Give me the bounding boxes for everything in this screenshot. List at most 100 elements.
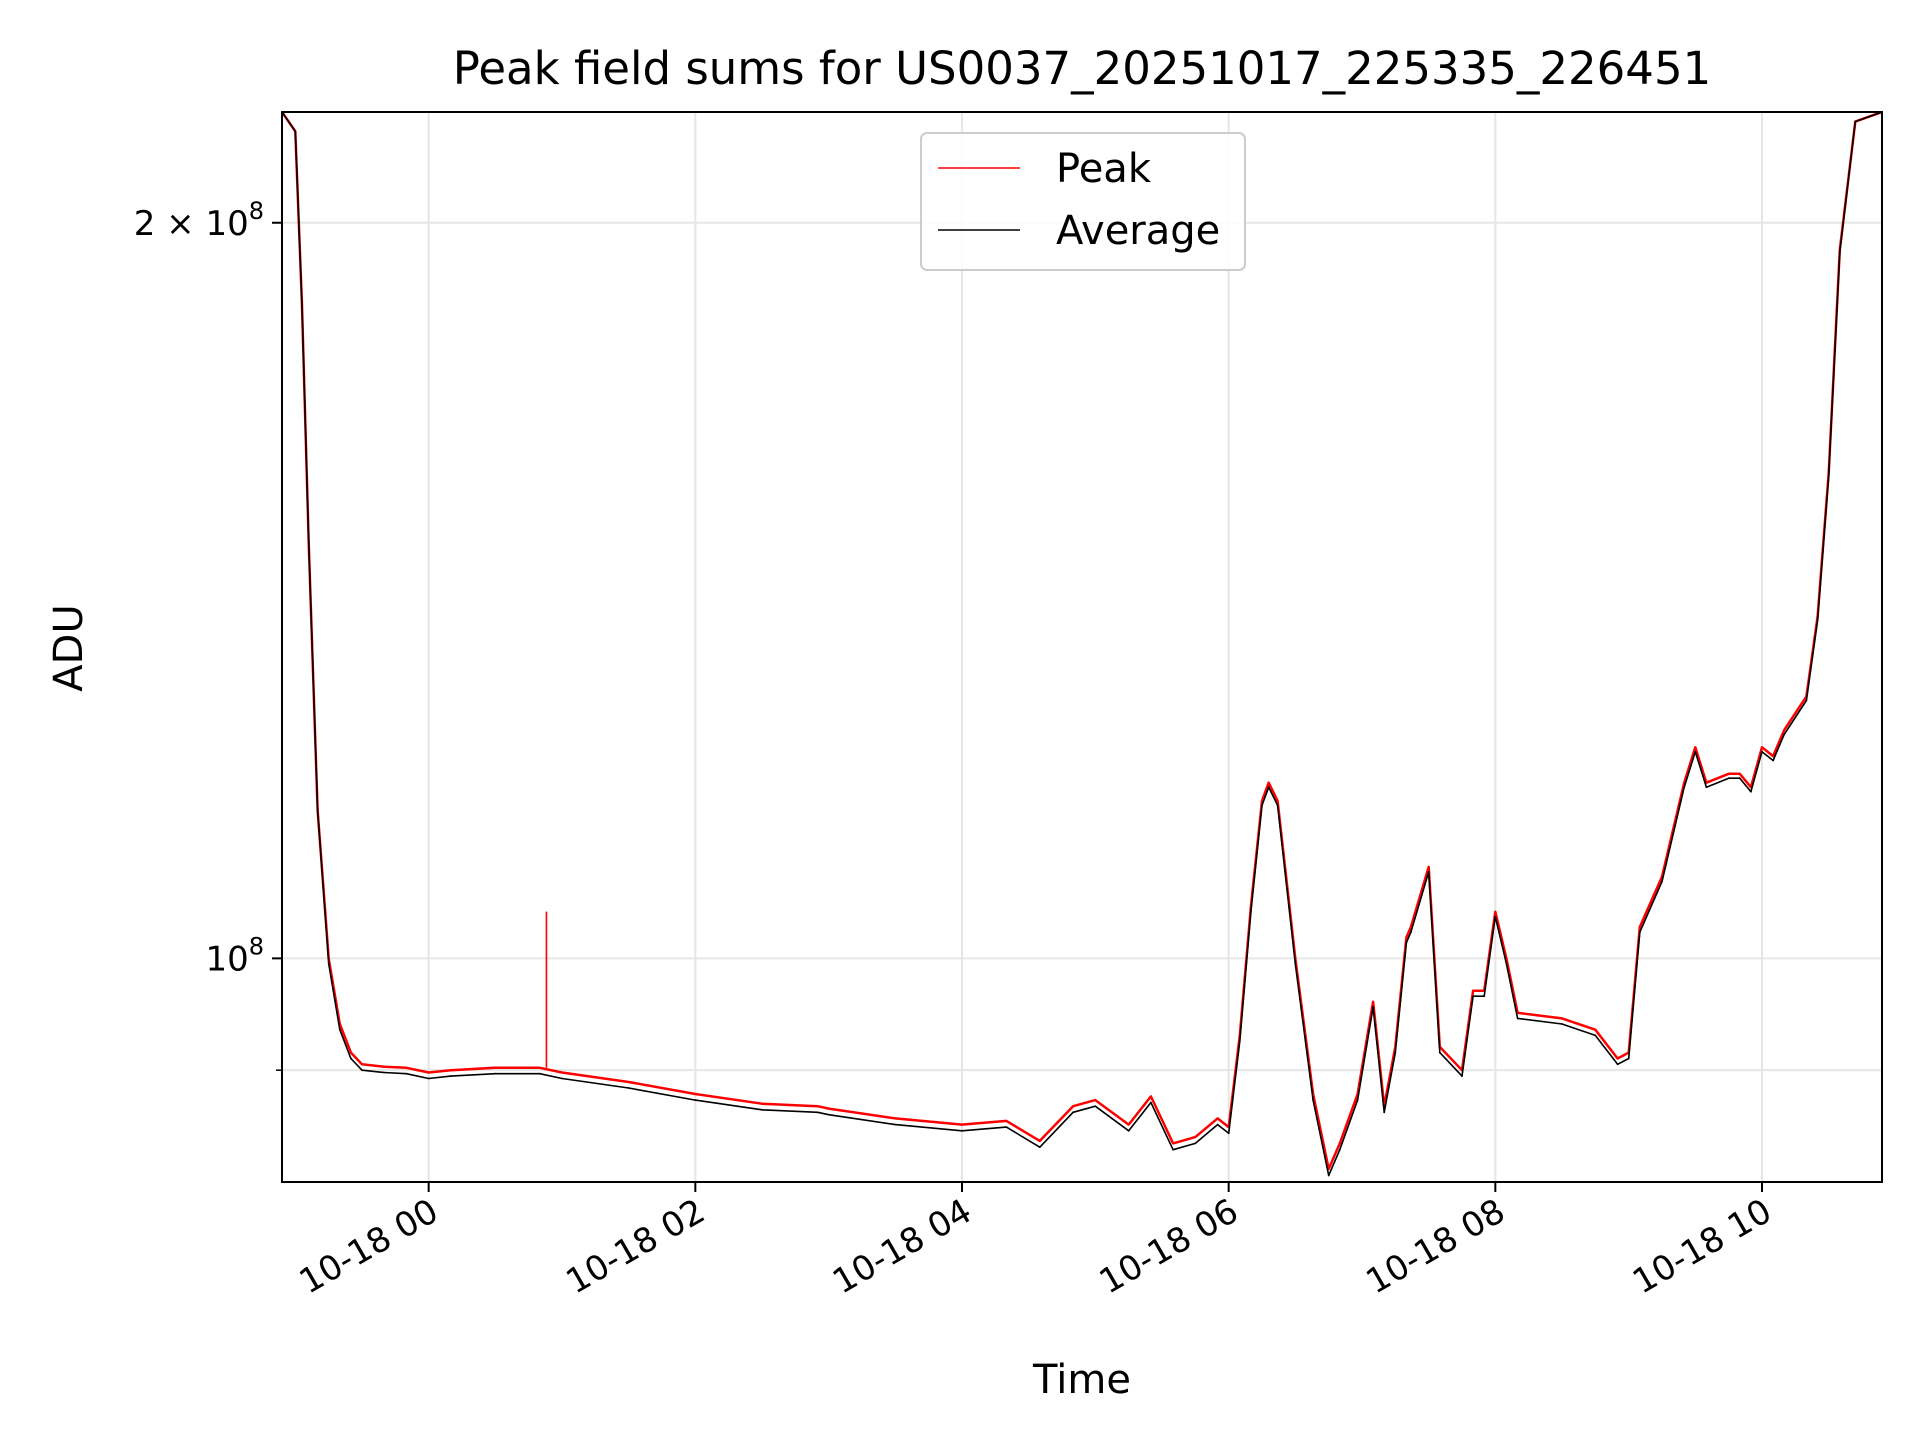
data-point-peak xyxy=(450,1069,452,1072)
x-tick-label: 10-18 00 xyxy=(293,1191,445,1302)
data-point-average xyxy=(1172,1148,1174,1151)
data-point-average xyxy=(327,962,330,965)
data-point-average xyxy=(1438,1051,1441,1054)
data-point-peak xyxy=(894,1117,897,1120)
data-point-average xyxy=(961,1129,963,1132)
data-point-peak xyxy=(383,1065,386,1068)
data-point-peak xyxy=(1005,1120,1008,1122)
data-point-average xyxy=(1594,1034,1597,1037)
data-point-average xyxy=(1827,475,1830,478)
data-point-peak xyxy=(1072,1105,1074,1108)
data-point-peak xyxy=(1172,1142,1174,1145)
data-point-average xyxy=(1705,786,1708,789)
y-axis-label: ADU xyxy=(46,604,92,691)
data-point-average xyxy=(1661,880,1663,883)
data-point-peak xyxy=(1727,772,1730,775)
data-point-average xyxy=(1683,786,1686,789)
x-axis-ticks: 10-18 00 10-18 02 10-18 04 10-18 06 10-18 08… xyxy=(293,1182,1779,1302)
data-point-average xyxy=(1750,790,1752,793)
y-tick-label: 2 × 108 xyxy=(134,197,264,244)
data-point-peak xyxy=(694,1093,697,1095)
x-axis-label: Time xyxy=(1032,1357,1131,1403)
data-point-average xyxy=(1805,699,1808,702)
y-tick-label: 108 xyxy=(205,932,264,979)
data-point-peak xyxy=(1094,1099,1097,1101)
data-point-average xyxy=(316,809,319,811)
data-point-average xyxy=(1150,1101,1152,1104)
data-point-average xyxy=(1483,995,1486,998)
data-point-average xyxy=(1267,786,1270,789)
data-point-peak xyxy=(1338,1142,1341,1145)
data-point-average xyxy=(1216,1123,1219,1126)
data-point-peak xyxy=(627,1081,630,1083)
y-tick-label-base: 10 xyxy=(205,939,248,979)
data-point-peak xyxy=(538,1066,541,1069)
data-point-average xyxy=(827,1113,830,1116)
data-point-average xyxy=(1372,1006,1374,1009)
data-point-peak xyxy=(1427,866,1430,868)
data-point-peak xyxy=(1410,926,1412,928)
data-point-average xyxy=(1094,1105,1097,1108)
data-point-average xyxy=(338,1028,341,1031)
data-point-average xyxy=(538,1072,541,1075)
data-point-average xyxy=(1238,1040,1241,1042)
data-point-average xyxy=(1250,910,1252,913)
data-point-peak xyxy=(1494,910,1497,913)
data-point-average xyxy=(1338,1148,1341,1151)
data-point-peak xyxy=(1150,1095,1152,1098)
data-point-average xyxy=(1854,120,1857,123)
data-point-average xyxy=(561,1077,563,1080)
data-point-average xyxy=(894,1123,897,1126)
data-point-average xyxy=(301,304,303,307)
data-point-peak xyxy=(827,1107,830,1110)
data-point-peak xyxy=(761,1102,763,1105)
data-point-average xyxy=(307,541,310,544)
data-point-peak xyxy=(361,1063,363,1066)
data-point-peak xyxy=(1038,1140,1041,1142)
data-point-peak xyxy=(350,1051,352,1054)
data-point-peak xyxy=(1372,1000,1374,1003)
data-point-peak xyxy=(1261,800,1263,802)
data-point-average xyxy=(1772,759,1774,762)
data-point-average xyxy=(1227,1132,1230,1135)
y-tick-label-exponent: 8 xyxy=(249,197,264,225)
data-point-peak xyxy=(1761,746,1763,749)
data-point-average xyxy=(1276,804,1279,807)
data-point-average xyxy=(1638,931,1641,934)
data-point-average xyxy=(1356,1099,1359,1101)
data-point-peak xyxy=(1405,936,1408,939)
data-point-peak xyxy=(1216,1117,1219,1120)
data-point-average xyxy=(1005,1126,1008,1128)
data-point-average xyxy=(1072,1111,1074,1114)
data-point-average xyxy=(694,1099,697,1101)
data-point-average xyxy=(1405,941,1408,944)
data-point-average xyxy=(1727,777,1730,780)
data-point-average xyxy=(1038,1146,1041,1149)
data-point-peak xyxy=(1638,926,1641,928)
data-point-average xyxy=(1494,915,1497,918)
y-tick-label-base: 2 × 10 xyxy=(134,204,249,244)
data-point-average xyxy=(294,130,297,133)
data-point-average xyxy=(1427,870,1430,873)
data-point-peak xyxy=(1738,772,1741,775)
data-point-average xyxy=(627,1087,630,1089)
data-point-peak xyxy=(1561,1017,1563,1020)
data-point-average xyxy=(1505,962,1508,965)
data-point-average xyxy=(494,1072,497,1075)
x-tick-label: 10-18 10 xyxy=(1626,1191,1778,1302)
data-point-peak xyxy=(816,1105,819,1108)
y-tick-label-exponent: 8 xyxy=(249,932,264,960)
data-point-average xyxy=(1838,251,1841,254)
data-point-average xyxy=(450,1075,452,1077)
data-point-average xyxy=(1816,619,1819,622)
data-point-peak xyxy=(1472,989,1474,992)
data-point-average xyxy=(1194,1142,1197,1145)
data-point-average xyxy=(1783,733,1786,736)
data-point-peak xyxy=(1772,755,1774,757)
data-point-average xyxy=(1516,1017,1519,1020)
data-point-average xyxy=(816,1111,819,1114)
data-point-average xyxy=(1472,995,1474,998)
data-point-peak xyxy=(1127,1123,1130,1126)
